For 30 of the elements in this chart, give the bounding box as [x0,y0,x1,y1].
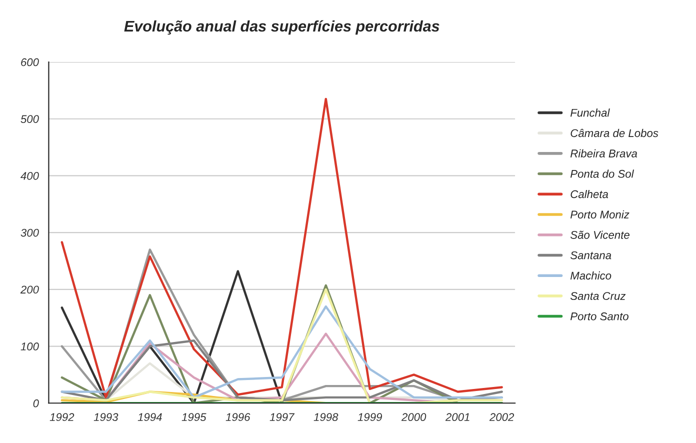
x-tick-label: 2000 [401,413,426,422]
legend-label: Funchal [570,108,610,117]
legend-label: Ponta do Sol [570,170,634,178]
x-tick-label: 1995 [182,413,206,422]
x-tick-label: 1994 [138,413,162,422]
legend-label: Câmara de Lobos [570,128,658,138]
x-tick-label: 2001 [445,413,470,422]
legend-label: Calheta [570,190,608,198]
legend-label: Santana [570,251,612,260]
legend-label: Santa Cruz [570,292,626,300]
chart-title: Evolução anual das superfícies percorridas [124,20,440,35]
y-tick-label: 100 [20,342,39,350]
x-tick-label: 1999 [358,413,382,422]
y-tick-label: 0 [33,399,39,408]
x-tick-label: 1998 [314,413,338,422]
y-tick-label: 600 [21,58,39,66]
legend-label: Porto Santo [570,312,628,320]
x-tick-label: 1993 [94,413,118,422]
x-tick-label: 1992 [50,413,74,422]
x-tick-label: 1997 [270,413,295,422]
legend-label: Ribeira Brava [570,149,638,158]
x-tick-label: 1996 [226,413,250,422]
legend-label: Machico [570,271,612,280]
x-tick-label: 2002 [489,413,514,422]
y-tick-label: 500 [20,115,39,124]
legend-label: São Vicente [570,230,630,239]
y-tick-label: 200 [20,286,39,294]
y-tick-label: 300 [20,228,39,237]
legend-label: Porto Moniz [570,210,630,218]
y-tick-label: 400 [20,172,39,180]
